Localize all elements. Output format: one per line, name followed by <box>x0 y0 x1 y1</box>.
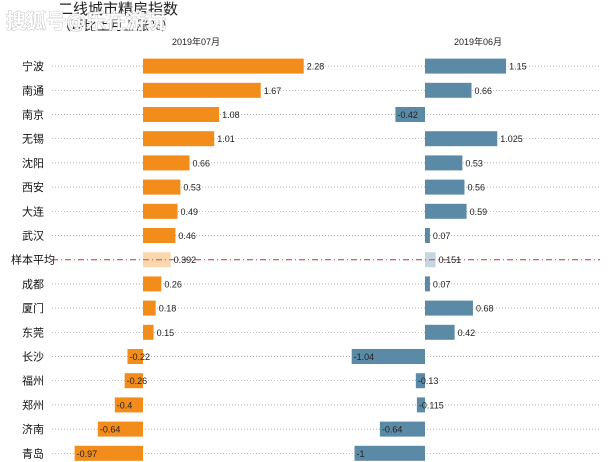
bar <box>97 421 143 437</box>
data-label: 1.15 <box>509 62 527 72</box>
category-label: 郑州 <box>22 398 44 412</box>
bar <box>143 276 162 292</box>
data-label: -0.13 <box>418 376 439 386</box>
bar <box>143 324 154 340</box>
data-label: 0.53 <box>183 183 201 193</box>
bar <box>425 300 473 316</box>
bar <box>395 107 425 122</box>
data-label: -0.97 <box>77 449 98 459</box>
bar <box>143 228 176 243</box>
data-label: -0.42 <box>397 110 418 120</box>
category-label: 沈阳 <box>22 156 44 170</box>
data-label: 0.151 <box>439 255 462 265</box>
bar <box>143 179 181 195</box>
bar <box>143 155 190 171</box>
bar <box>425 203 467 219</box>
bar <box>425 58 507 74</box>
category-label: 厦门 <box>22 301 44 315</box>
bar <box>143 252 171 268</box>
data-label: 0.07 <box>433 231 451 241</box>
category-label: 样本平均 <box>11 253 55 267</box>
data-label: 0.18 <box>159 304 177 314</box>
bar <box>425 179 465 195</box>
bar <box>143 203 178 219</box>
data-label: -1.04 <box>354 352 375 362</box>
category-label: 武汉 <box>22 230 44 243</box>
data-label: 1.025 <box>500 134 523 144</box>
category-label: 成都 <box>22 278 44 291</box>
category-label: 青岛 <box>22 446 44 460</box>
bar <box>379 421 425 437</box>
data-label: 0.59 <box>470 207 488 217</box>
bar <box>354 445 425 461</box>
data-label: 0.66 <box>193 158 211 168</box>
watermark: 搜狐号@乐在游玩 <box>6 9 166 33</box>
bar <box>143 82 261 98</box>
data-label: 1.01 <box>217 134 235 144</box>
category-label: 长沙 <box>22 351 44 364</box>
data-label: 0.07 <box>433 279 451 289</box>
chart-subtitle: （环比上月上涨%） <box>58 19 174 34</box>
data-label: -0.115 <box>419 400 444 410</box>
data-label: 0.53 <box>465 158 483 168</box>
bar <box>425 155 463 171</box>
data-label: 0.26 <box>164 279 182 289</box>
bar <box>425 324 455 340</box>
bar <box>425 228 430 243</box>
bar <box>127 349 143 364</box>
series-label-0: 2019年07月 <box>172 36 220 47</box>
series-label-1: 2019年06月 <box>454 36 502 47</box>
bar <box>143 300 156 316</box>
bar <box>114 397 143 413</box>
bar <box>415 373 425 389</box>
data-label: 0.68 <box>476 304 494 314</box>
data-label: -1 <box>357 449 365 459</box>
category-label: 济南 <box>22 422 44 436</box>
data-label: -0.64 <box>100 425 121 435</box>
data-label: 1.08 <box>222 110 240 120</box>
bar <box>351 349 425 364</box>
bar <box>143 58 304 74</box>
data-label: 0.46 <box>178 231 196 241</box>
bar <box>143 131 215 147</box>
data-label: 0.392 <box>174 255 197 265</box>
category-label: 西安 <box>22 180 44 194</box>
data-label: 2.28 <box>307 62 325 72</box>
category-label: 南京 <box>22 108 44 122</box>
bar <box>143 107 220 122</box>
data-label: 0.49 <box>181 207 199 217</box>
data-label: 0.56 <box>467 183 485 193</box>
chart-title: 二线城市精房指数 <box>58 0 178 18</box>
bar <box>124 373 143 389</box>
data-label: 0.15 <box>157 328 175 338</box>
category-label: 无锡 <box>22 132 44 146</box>
bar <box>425 131 498 147</box>
bar <box>425 276 430 292</box>
category-label: 大连 <box>22 204 44 218</box>
bar <box>425 252 436 268</box>
category-label: 福州 <box>22 374 44 388</box>
data-label: -0.22 <box>129 352 150 362</box>
bar <box>74 445 143 461</box>
data-label: 0.66 <box>475 86 493 96</box>
data-label: 0.42 <box>458 328 476 338</box>
data-label: -0.64 <box>382 425 403 435</box>
data-label: -0.4 <box>117 400 133 410</box>
category-label: 南通 <box>22 84 44 97</box>
category-label: 宁波 <box>22 59 44 73</box>
bar <box>425 82 472 98</box>
data-label: 1.67 <box>264 86 282 96</box>
category-label: 东莞 <box>22 326 44 339</box>
data-label: -0.26 <box>127 376 148 386</box>
bar <box>416 397 425 413</box>
